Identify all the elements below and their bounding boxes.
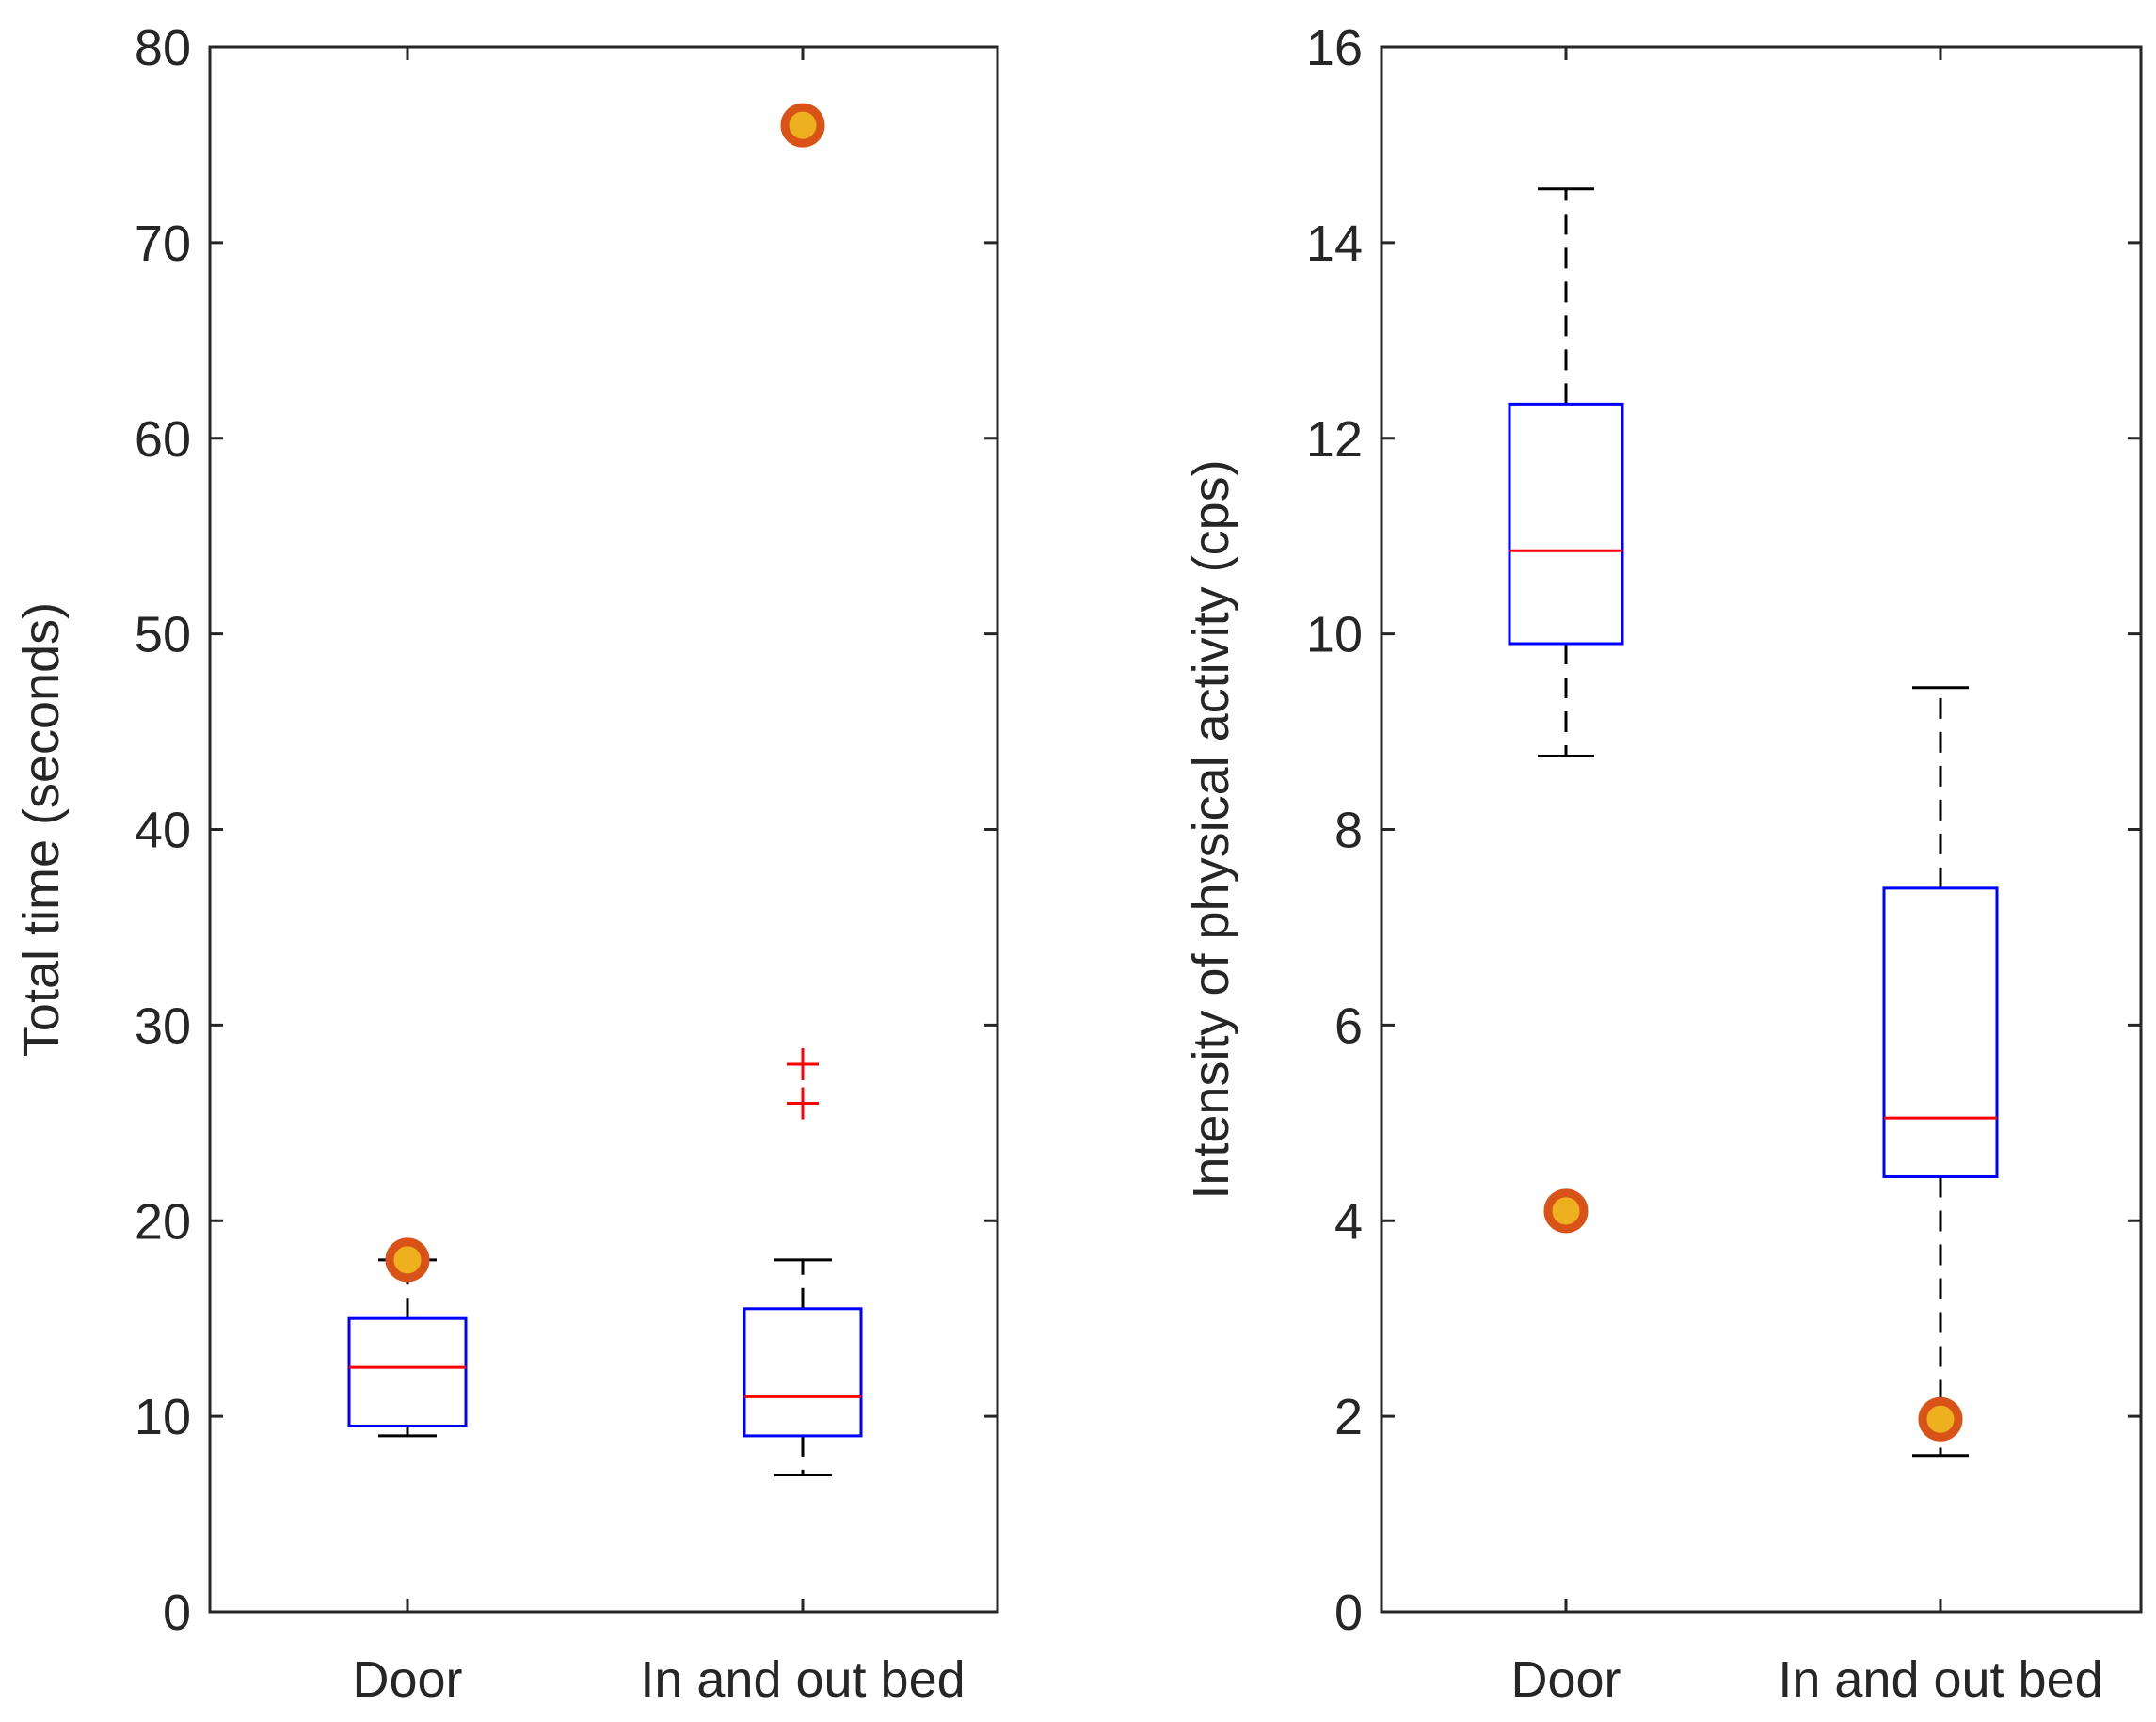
axes-frame <box>208 45 999 1614</box>
y-tick-label: 14 <box>1306 215 1363 272</box>
y-tick-label: 80 <box>135 20 191 76</box>
y-tick-label: 8 <box>1334 803 1363 859</box>
axes-frame <box>1380 45 2143 1614</box>
y-tick-label: 0 <box>163 1585 191 1641</box>
activity-intensity-panel: 0 2 4 6 8 10 12 14 16 Door In and out bed Intensity… <box>1183 20 2143 1708</box>
x-category-label: Door <box>1510 1651 1621 1708</box>
x-category-label: Door <box>352 1651 462 1708</box>
y-tick-label: 16 <box>1306 20 1363 76</box>
box-iqr <box>743 1307 863 1438</box>
y-axis-title: Intensity of physical activity (cps) <box>1183 459 1239 1199</box>
y-tick-label: 10 <box>1306 607 1363 663</box>
y-axis-title: Total time (seconds) <box>13 602 70 1057</box>
y-tick-label: 4 <box>1334 1193 1363 1250</box>
box-iqr <box>1882 886 1999 1178</box>
x-category-label: In and out bed <box>1778 1651 2102 1708</box>
box-iqr <box>347 1316 468 1428</box>
highlighted-point <box>1543 1188 1589 1234</box>
y-tick-label: 60 <box>135 411 191 468</box>
y-tick-label: 12 <box>1306 411 1363 468</box>
y-tick-label: 2 <box>1334 1389 1363 1445</box>
y-tick-label: 6 <box>1334 997 1363 1054</box>
box-iqr <box>1508 402 1624 646</box>
y-tick-label: 0 <box>1334 1585 1363 1641</box>
y-tick-label: 50 <box>135 607 191 663</box>
highlighted-point <box>780 103 825 148</box>
y-tick-label: 40 <box>135 803 191 859</box>
y-tick-label: 10 <box>135 1389 191 1445</box>
y-tick-label: 30 <box>135 997 191 1054</box>
highlighted-point <box>1918 1396 1963 1442</box>
total-time-panel: 0 10 20 30 40 50 60 70 80 Door In and out bed Total… <box>13 20 999 1708</box>
y-tick-label: 70 <box>135 215 191 272</box>
y-tick-label: 20 <box>135 1193 191 1250</box>
x-category-label: In and out bed <box>640 1651 965 1708</box>
highlighted-point <box>385 1237 430 1283</box>
